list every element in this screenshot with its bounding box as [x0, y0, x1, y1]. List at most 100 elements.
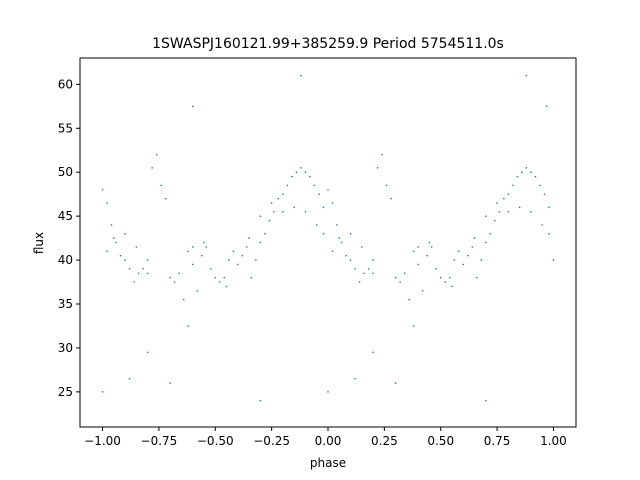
y-tick-label: 35 [58, 297, 73, 311]
data-point [291, 175, 293, 178]
data-point [430, 246, 433, 248]
data-point [394, 382, 397, 384]
data-point [187, 325, 190, 327]
data-point [203, 241, 205, 244]
y-axis-label: flux [32, 232, 46, 254]
data-point [349, 259, 352, 261]
data-point [507, 193, 510, 195]
data-point [169, 276, 171, 279]
x-axis-label: phase [310, 456, 346, 470]
data-point [282, 193, 284, 195]
y-tick-label: 60 [58, 77, 73, 91]
x-tick-label: 0.25 [371, 434, 398, 448]
y-tick-label: 30 [58, 341, 73, 355]
data-point [530, 171, 532, 174]
y-tick-label: 45 [58, 209, 73, 223]
data-point [124, 259, 126, 261]
data-point [322, 232, 325, 235]
data-point [494, 219, 496, 222]
data-point [178, 272, 180, 275]
data-point [151, 167, 153, 169]
data-point [539, 184, 541, 187]
x-tick-label: −0.25 [253, 434, 290, 448]
data-point [354, 268, 356, 270]
data-point [225, 285, 228, 288]
data-point [205, 246, 208, 248]
data-point [110, 224, 113, 226]
data-point [268, 219, 271, 222]
data-point [270, 202, 273, 204]
data-point [259, 399, 262, 402]
data-point [417, 263, 419, 266]
x-tick-label: 1.00 [540, 434, 567, 448]
data-point [361, 246, 363, 248]
data-point [327, 188, 329, 191]
data-point [223, 276, 226, 279]
data-point [196, 290, 199, 292]
data-point [358, 281, 361, 283]
data-point [155, 153, 158, 156]
data-point [182, 298, 185, 301]
data-point [191, 246, 194, 248]
data-point [489, 232, 492, 235]
data-point [315, 224, 318, 226]
data-point [232, 250, 235, 253]
data-point [439, 276, 442, 279]
data-point [367, 268, 370, 270]
data-point [548, 206, 550, 209]
data-point [277, 197, 280, 200]
data-point [259, 241, 262, 244]
data-point [214, 276, 217, 279]
data-point [428, 241, 431, 244]
x-axis: −1.00 −0.75 −0.50 −0.25 0.00 0.25 0.50 0.75 1.00 [84, 427, 567, 448]
data-point [300, 167, 302, 169]
data-point [124, 232, 126, 235]
data-point [295, 171, 298, 174]
data-point [336, 224, 338, 226]
data-point [169, 382, 171, 384]
data-point [255, 259, 257, 261]
data-point [451, 285, 453, 288]
data-point [293, 206, 295, 209]
data-point [191, 263, 194, 266]
data-point [340, 241, 343, 244]
data-point [399, 281, 401, 283]
data-point [417, 246, 419, 248]
data-point [146, 259, 149, 261]
data-point [113, 237, 115, 239]
data-point [146, 272, 149, 275]
data-point [309, 175, 311, 178]
data-point [444, 281, 447, 283]
data-point [115, 241, 117, 244]
y-tick-label: 50 [58, 165, 73, 179]
x-tick-label: 0.00 [315, 434, 342, 448]
chart-title: 1SWASPJ160121.99+385259.9 Period 5754511… [152, 36, 504, 52]
x-tick-label: 0.50 [427, 434, 454, 448]
data-point [485, 399, 487, 402]
data-point [453, 259, 456, 261]
data-point [338, 237, 341, 239]
data-point [485, 241, 487, 244]
data-point [385, 184, 388, 187]
data-point [496, 202, 498, 204]
data-point [304, 210, 307, 213]
data-point [322, 206, 325, 209]
data-point [521, 171, 523, 174]
data-point [412, 325, 415, 327]
y-tick-label: 25 [58, 385, 73, 399]
x-tick-label: −0.75 [141, 434, 178, 448]
y-tick-label: 40 [58, 253, 73, 267]
data-point [101, 391, 104, 393]
data-point [426, 254, 429, 257]
x-tick-label: 0.75 [484, 434, 511, 448]
data-point [135, 246, 138, 248]
plot-frame [79, 57, 577, 428]
data-point [128, 268, 131, 270]
data-point [545, 105, 548, 108]
data-point [498, 210, 501, 213]
data-point [541, 224, 543, 226]
data-point [372, 351, 374, 354]
data-point [259, 215, 262, 217]
data-point [390, 197, 392, 200]
data-point [548, 232, 550, 235]
